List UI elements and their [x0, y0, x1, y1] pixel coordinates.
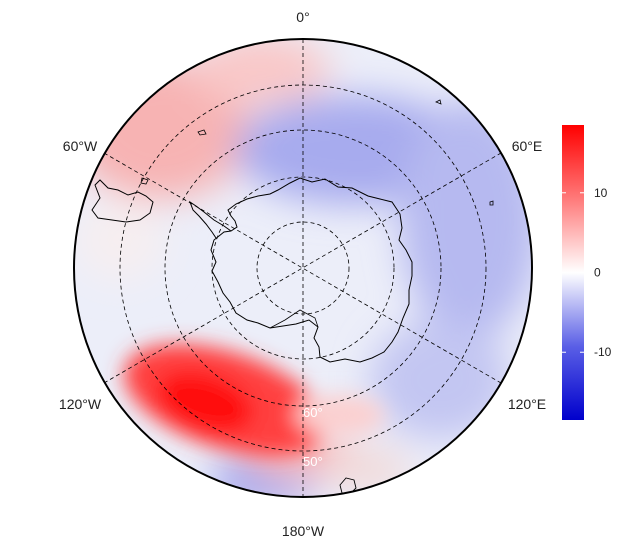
lon-label-60w: 60°W — [63, 138, 98, 154]
colorbar-gradient — [562, 125, 584, 420]
map-frame — [73, 38, 533, 498]
ross-ice-shelf — [269, 309, 319, 329]
lat-label-50: 50° — [303, 454, 323, 469]
anomaly-field — [74, 39, 532, 497]
kerguelen — [435, 99, 442, 105]
colorbar-tick-label: -10 — [594, 345, 612, 359]
lon-label-120e: 120°E — [508, 396, 546, 412]
colorbar-tick-label: 10 — [594, 186, 608, 200]
falkland-islands — [140, 177, 149, 185]
lon-label-0: 0° — [296, 9, 309, 25]
coastlines — [91, 99, 494, 495]
heard-island — [489, 200, 494, 206]
colorbar-tick-label: 0 — [594, 266, 601, 280]
colorbar-ticks: 10 0 -10 — [562, 186, 612, 359]
lon-label-60e: 60°E — [512, 138, 543, 154]
colorbar: 10 0 -10 — [562, 125, 612, 420]
south-georgia — [197, 129, 207, 136]
south-america — [91, 179, 154, 223]
antarctica-coastline — [210, 177, 413, 363]
lon-label-180w: 180°W — [282, 523, 325, 539]
antarctic-peninsula — [188, 200, 232, 239]
lon-label-120w: 120°W — [59, 396, 102, 412]
graticule — [103, 39, 502, 497]
lat-label-60: 60° — [303, 405, 323, 420]
